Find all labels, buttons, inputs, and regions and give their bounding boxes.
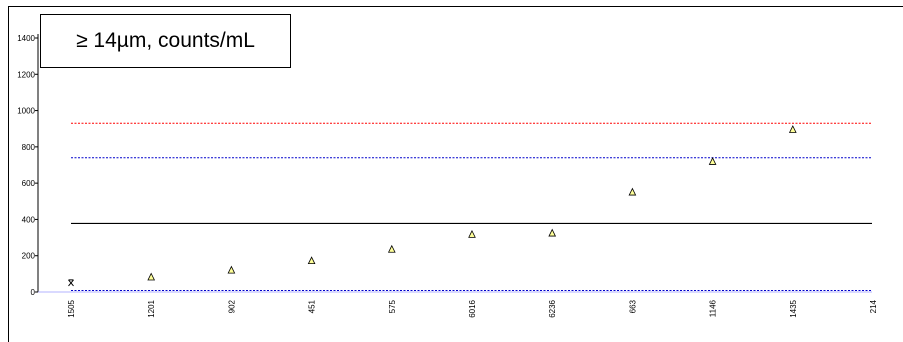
chart-frame (8, 6, 903, 342)
data-point-triangle (788, 125, 797, 133)
y-tick-label: 600 (22, 179, 36, 188)
data-point-triangle (227, 265, 236, 274)
y-tick-label: 1200 (17, 70, 35, 79)
y-tick-label: 1000 (17, 107, 35, 116)
y-tick-label: 1400 (17, 34, 35, 43)
data-point-triangle (307, 256, 316, 265)
x-tick-label: 214 (869, 299, 878, 313)
x-tick-label: 1505 (67, 299, 76, 317)
y-tick-label: 0 (31, 288, 36, 297)
data-point-triangle (387, 244, 396, 253)
x-tick-label: 902 (227, 299, 236, 313)
data-point-triangle (708, 157, 717, 165)
data-point-triangle (468, 229, 476, 238)
x-tick-label: 663 (628, 299, 637, 313)
y-tick-label: 400 (22, 215, 36, 224)
x-tick-label: 6016 (468, 299, 477, 317)
y-tick-label: 800 (22, 143, 36, 152)
x-tick-label: 575 (388, 299, 397, 313)
data-point-x (68, 279, 74, 287)
y-tick-label: 200 (22, 252, 36, 261)
data-point-triangle (147, 272, 156, 281)
x-tick-label: 6236 (548, 299, 557, 317)
x-tick-label: 1201 (147, 299, 156, 317)
x-tick-label: 451 (308, 299, 317, 313)
data-point-triangle (628, 187, 637, 196)
x-tick-label: 1146 (709, 299, 718, 317)
x-tick-label: 1435 (789, 299, 798, 317)
data-point-triangle (548, 228, 557, 237)
chart-title: ≥ 14µm, counts/mL (40, 14, 291, 68)
